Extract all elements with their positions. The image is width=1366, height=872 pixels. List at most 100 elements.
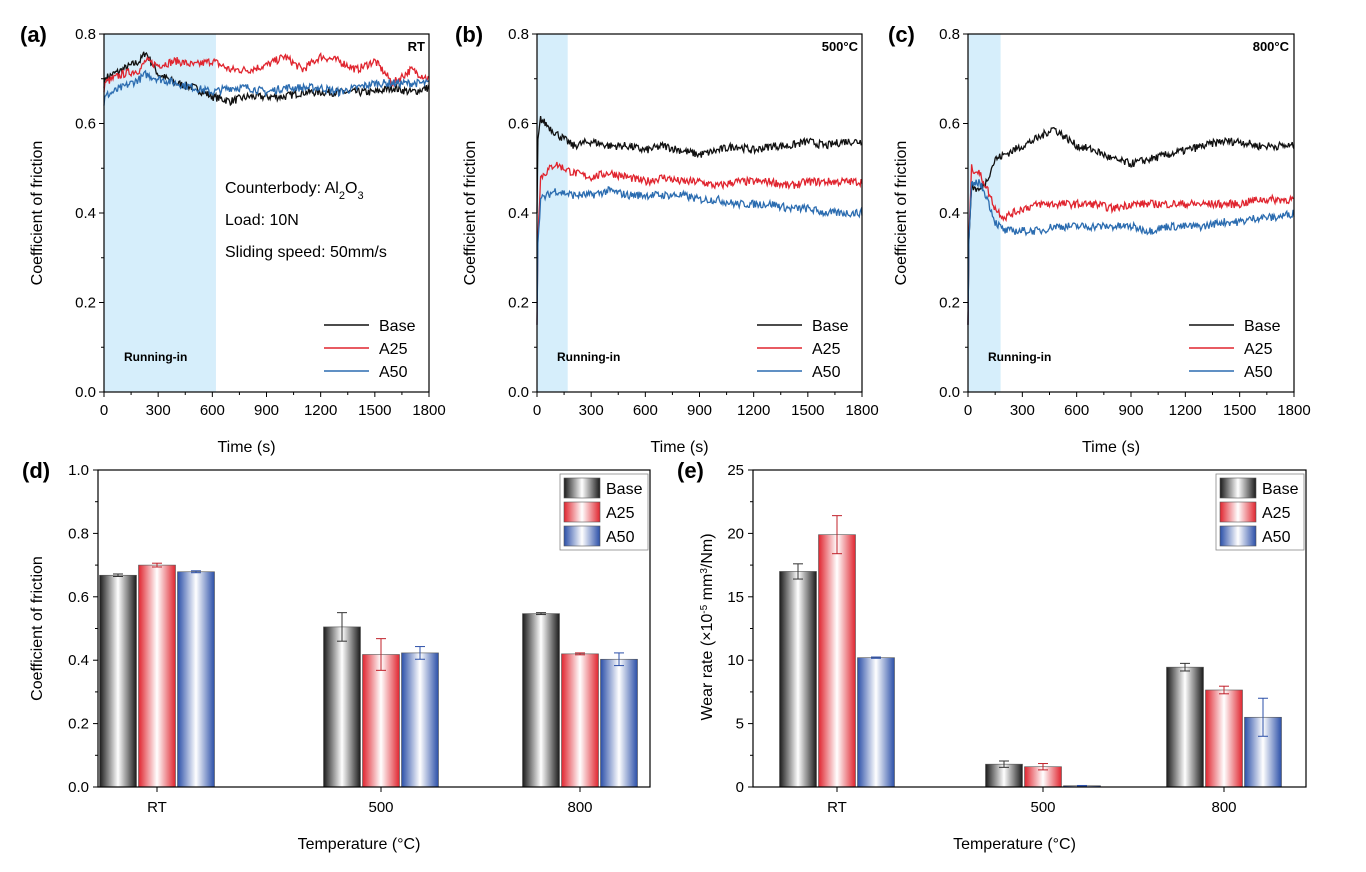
legend-label: A25 — [1244, 341, 1273, 358]
y-axis-label: Coefficient of friction — [893, 141, 910, 286]
legend-swatch-a25 — [1219, 501, 1257, 523]
legend-swatch-a50 — [1219, 525, 1257, 547]
running-in-label: Running-in — [124, 350, 187, 364]
y-tick-label: 0.6 — [75, 116, 96, 133]
x-axis-label: Time (s) — [1082, 439, 1140, 456]
y-tick-label: 15 — [727, 589, 744, 606]
series-line-a50 — [536, 186, 863, 325]
x-axis-label: Temperature (°C) — [953, 836, 1076, 853]
legend-label: Base — [1262, 481, 1299, 498]
y-axis-label: Coefficient of friction — [29, 141, 46, 286]
legend-label: Base — [812, 318, 849, 335]
bar-base-500 — [323, 626, 361, 788]
legend-label: A50 — [1262, 529, 1291, 546]
y-tick-label: 0.8 — [68, 525, 89, 542]
annotation-counterbody: Counterbody: Al2O3 — [225, 180, 364, 202]
y-tick-label: 5 — [736, 716, 744, 733]
x-axis-label: Temperature (°C) — [298, 836, 421, 853]
legend-label: A25 — [379, 341, 408, 358]
legend-label: Base — [379, 318, 416, 335]
bar-base-rt — [779, 571, 817, 788]
bar-base-800 — [522, 613, 560, 788]
y-axis-label: Coefficient of friction — [29, 556, 46, 701]
x-tick-label: 1800 — [845, 402, 878, 419]
panel-c: (c) 800°C — [888, 22, 1290, 54]
x-tick-label: RT — [827, 799, 847, 816]
temperature-label: 500°C — [822, 39, 859, 54]
x-tick-label: 500 — [1030, 799, 1055, 816]
running-in-label: Running-in — [988, 350, 1051, 364]
x-axis-label: Time (s) — [217, 439, 275, 456]
line-chart-2: Running-in 0 300 600 900 1200 1500 1800 0.0 0.2 0.… — [893, 26, 1311, 456]
series-line-a50 — [103, 69, 430, 106]
bar-a25-800 — [561, 653, 599, 788]
y-tick-label: 0.2 — [939, 295, 960, 312]
x-tick-label: 0 — [533, 402, 541, 419]
annotation-load: Load: 10N — [225, 212, 299, 229]
running-in-label: Running-in — [557, 350, 620, 364]
x-tick-label: RT — [147, 799, 167, 816]
y-tick-label: 0.4 — [508, 205, 529, 222]
panel-label: (b) — [455, 22, 483, 47]
x-tick-label: 900 — [687, 402, 712, 419]
y-tick-label: 0.0 — [75, 384, 96, 401]
series-line-a25 — [103, 51, 430, 93]
legend-label: A25 — [812, 341, 841, 358]
panel-label: (e) — [677, 458, 704, 483]
line-chart-0: Running-in 0 300 600 900 1200 1500 1800 0.0 0.2 0.… — [29, 26, 446, 456]
bar-a25-800 — [1205, 689, 1243, 788]
panel-label: (d) — [22, 458, 50, 483]
panel-e: (e) Wear rate (×10-5 mm3/Nm) — [677, 458, 716, 721]
legend-swatch-a50 — [563, 525, 601, 547]
y-tick-label: 0 — [736, 779, 744, 796]
y-axis-label: Coefficient of friction — [462, 141, 479, 286]
legend-label: A25 — [606, 505, 635, 522]
series-line-base — [967, 127, 1295, 325]
temperature-label: 800°C — [1253, 39, 1290, 54]
x-tick-label: 0 — [100, 402, 108, 419]
bar-a50-rt — [177, 571, 215, 788]
y-tick-label: 0.4 — [939, 205, 960, 222]
bar-a50-rt — [857, 657, 895, 788]
x-tick-label: 300 — [146, 402, 171, 419]
x-tick-label: 0 — [964, 402, 972, 419]
y-tick-label: 1.0 — [68, 462, 89, 479]
temperature-label: RT — [408, 39, 425, 54]
x-tick-label: 600 — [200, 402, 225, 419]
y-tick-label: 0.2 — [508, 295, 529, 312]
legend-label: A50 — [812, 364, 841, 381]
x-tick-label: 800 — [567, 799, 592, 816]
bar-a25-rt — [818, 534, 856, 788]
bar-a50-800 — [600, 658, 638, 788]
panel-label: (c) — [888, 22, 915, 47]
x-tick-label: 600 — [1064, 402, 1089, 419]
x-tick-label: 600 — [633, 402, 658, 419]
legend-label: A25 — [1262, 505, 1291, 522]
y-axis-label: Wear rate (×10-5 mm3/Nm) — [699, 533, 717, 720]
x-tick-label: 1800 — [1277, 402, 1310, 419]
legend-swatch-a25 — [563, 501, 601, 523]
y-tick-label: 0.8 — [75, 26, 96, 43]
legend-swatch-base — [1219, 477, 1257, 499]
x-tick-label: 900 — [1118, 402, 1143, 419]
bar-a25-500 — [362, 654, 400, 788]
y-tick-label: 0.0 — [939, 384, 960, 401]
y-tick-label: 0.6 — [939, 116, 960, 133]
series-line-base — [536, 116, 863, 214]
legend-label: A50 — [379, 364, 408, 381]
x-tick-label: 1200 — [304, 402, 337, 419]
panel-d: (d) — [22, 458, 50, 483]
y-tick-label: 0.8 — [939, 26, 960, 43]
y-tick-label: 10 — [727, 652, 744, 669]
legend-label: Base — [1244, 318, 1281, 335]
x-tick-label: 1500 — [1223, 402, 1256, 419]
y-tick-label: 0.2 — [75, 295, 96, 312]
series-line-a25 — [536, 161, 863, 325]
x-tick-label: 800 — [1211, 799, 1236, 816]
x-tick-label: 900 — [254, 402, 279, 419]
y-tick-label: 0.4 — [68, 652, 89, 669]
x-tick-label: 1200 — [737, 402, 770, 419]
chart-marks: Running-in0 300 600 900 1200 1500 18000.00.20.… — [29, 26, 1311, 853]
legend-label: A50 — [606, 529, 635, 546]
